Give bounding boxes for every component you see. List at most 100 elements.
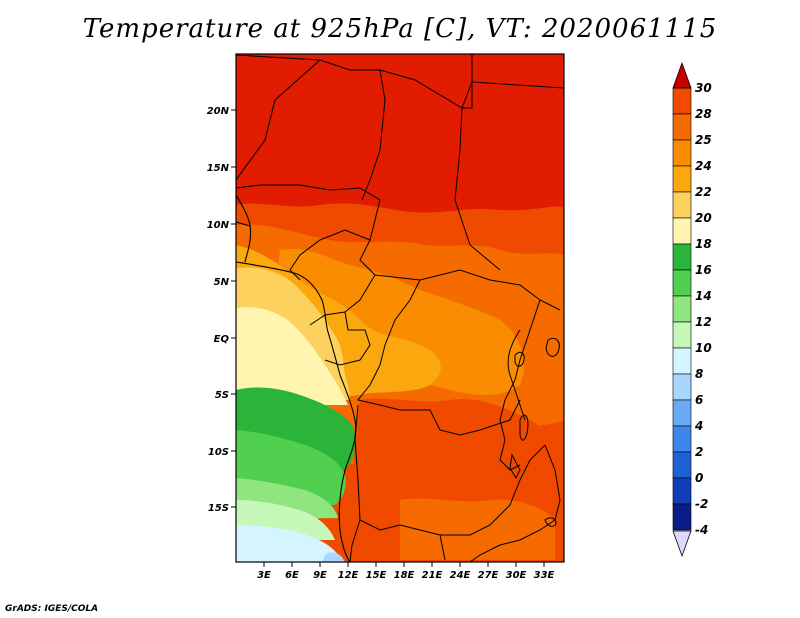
- lat-label: 20N: [207, 106, 230, 117]
- region-south-25: [400, 498, 555, 560]
- colorbar-label: 24: [695, 159, 712, 173]
- colorbar-label: 6: [695, 393, 703, 407]
- lat-tick: 15N: [207, 163, 236, 174]
- region-18-band: [236, 307, 348, 405]
- colorbar-segments: [672, 87, 692, 531]
- lat-label: 10N: [207, 220, 230, 231]
- colorbar-segment: [672, 243, 692, 271]
- longitude-axis: 3E 6E 9E 12E 15E 18E 21E 24E 27E 30E 33E: [257, 562, 555, 581]
- region-6-spot: [322, 552, 345, 562]
- lakes: [509, 337, 560, 527]
- colorbar-segment: [672, 347, 692, 375]
- lon-label: 27E: [478, 570, 499, 581]
- region-sahara-hot: [236, 54, 564, 562]
- colorbar-bottom-arrow: [672, 530, 692, 558]
- latitude-axis: 20N 15N 10N 5N EQ 5S 10S 15S: [207, 106, 236, 514]
- lat-tick: 5S: [215, 390, 236, 401]
- lat-tick: EQ: [214, 334, 236, 345]
- colorbar-segment: [672, 425, 692, 453]
- colorbar-segment: [672, 373, 692, 401]
- colorbar-top-arrow: [672, 61, 692, 89]
- lat-label: 15N: [207, 163, 230, 174]
- lat-tick: 20N: [207, 106, 236, 117]
- lon-tick: 24E: [450, 562, 471, 581]
- colorbar-label: 2: [695, 445, 703, 459]
- lon-label: 9E: [313, 570, 327, 581]
- grads-credit: GrADS: IGES/COLA: [5, 604, 99, 614]
- lon-tick: 33E: [534, 562, 555, 581]
- colorbar-segment: [672, 87, 692, 115]
- colorbar-label: -4: [695, 523, 708, 537]
- lon-label: 30E: [506, 570, 527, 581]
- region-16-band: [236, 387, 356, 470]
- lat-tick: 10N: [207, 220, 236, 231]
- colorbar-segment: [672, 399, 692, 427]
- temperature-field: [236, 54, 564, 562]
- lat-label: 5N: [214, 277, 230, 288]
- colorbar-label: 8: [695, 367, 703, 381]
- region-25-band: [236, 224, 564, 470]
- lon-tick: 21E: [422, 562, 443, 581]
- colorbar-segment: [672, 477, 692, 505]
- colorbar-label: 30: [695, 81, 712, 95]
- colorbar-label: 20: [695, 211, 712, 225]
- region-24-blob-south: [356, 466, 413, 526]
- region-24-band: [275, 248, 524, 395]
- colorbar-segment: [672, 113, 692, 141]
- lon-tick: 27E: [478, 562, 499, 581]
- colorbar-label: 14: [695, 289, 712, 303]
- lon-label: 24E: [450, 570, 471, 581]
- region-12-band: [236, 478, 338, 520]
- lon-tick: 6E: [285, 562, 299, 581]
- colorbar-segment: [672, 503, 692, 531]
- region-8-band: [236, 525, 342, 562]
- colorbar-labels: 30 28 25 24 22 20 18 16 14 12 10 8 6 4 2…: [694, 81, 712, 537]
- colorbar-segment: [672, 165, 692, 193]
- region-20-band: [236, 267, 350, 400]
- lat-tick: 15S: [208, 503, 236, 514]
- colorbar-segment: [672, 191, 692, 219]
- lon-tick: 12E: [338, 562, 359, 581]
- lat-label: 10S: [208, 447, 229, 458]
- lon-label: 18E: [394, 570, 415, 581]
- map-frame: [235, 53, 565, 563]
- lon-tick: 9E: [313, 562, 327, 581]
- lon-label: 21E: [422, 570, 443, 581]
- lat-tick: 10S: [208, 447, 236, 458]
- colorbar-segment: [672, 217, 692, 245]
- colorbar: 30 28 25 24 22 20 18 16 14 12 10 8 6 4 2…: [672, 61, 712, 558]
- region-22-band: [236, 245, 441, 400]
- region-10-band: [236, 500, 335, 540]
- region-28-band: [236, 203, 564, 562]
- lat-tick: 5N: [214, 277, 236, 288]
- colorbar-segment: [672, 295, 692, 323]
- colorbar-label: 10: [695, 341, 712, 355]
- colorbar-label: 12: [695, 315, 712, 329]
- colorbar-label: 22: [695, 185, 712, 199]
- lat-label: EQ: [214, 334, 230, 345]
- colorbar-segment: [672, 451, 692, 479]
- lon-tick: 18E: [394, 562, 415, 581]
- lon-label: 33E: [534, 570, 555, 581]
- coastline: [236, 194, 357, 562]
- colorbar-segment: [672, 269, 692, 297]
- lon-label: 12E: [338, 570, 359, 581]
- region-14-band: [236, 430, 346, 505]
- lon-tick: 15E: [366, 562, 387, 581]
- lat-label: 5S: [215, 390, 229, 401]
- lon-tick: 30E: [506, 562, 527, 581]
- lat-label: 15S: [208, 503, 229, 514]
- lon-tick: 3E: [257, 562, 271, 581]
- colorbar-label: -2: [695, 497, 708, 511]
- region-south-interior: [351, 398, 564, 562]
- colorbar-label: 28: [695, 107, 712, 121]
- map-title: Temperature at 925hPa [C], VT: 202006111…: [82, 14, 718, 44]
- country-borders: [236, 54, 564, 562]
- lon-label: 15E: [366, 570, 387, 581]
- colorbar-label: 18: [695, 237, 712, 251]
- colorbar-label: 4: [694, 419, 703, 433]
- colorbar-segment: [672, 321, 692, 349]
- colorbar-label: 25: [695, 133, 712, 147]
- colorbar-label: 16: [695, 263, 712, 277]
